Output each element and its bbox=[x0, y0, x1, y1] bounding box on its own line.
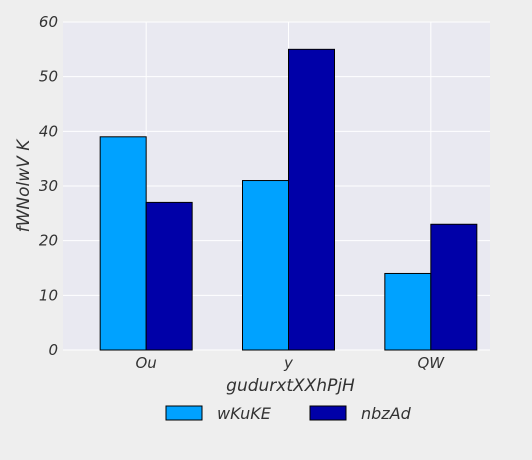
x-tick-label: y bbox=[283, 354, 294, 372]
legend-label-nbzAd: nbzAd bbox=[361, 404, 412, 423]
bar-wKuKE-y bbox=[242, 180, 289, 351]
y-tick-label: 0 bbox=[48, 341, 58, 359]
y-tick-label: 20 bbox=[39, 232, 58, 250]
bar-wKuKE-QW bbox=[384, 272, 432, 351]
bar-nbzAd-QW bbox=[430, 223, 478, 351]
x-tick-label: Ou bbox=[136, 354, 157, 372]
bar-wKuKE-Ou bbox=[99, 136, 147, 351]
legend-swatch-nbzAd bbox=[309, 405, 347, 421]
legend-swatch-wKuKE bbox=[165, 405, 203, 421]
y-tick-labels: 0 10 20 30 40 50 60 bbox=[39, 13, 58, 359]
y-tick-label: 10 bbox=[39, 286, 58, 304]
x-axis-label: gudurxtXXhPjH bbox=[226, 376, 355, 396]
bar-nbzAd-y bbox=[288, 48, 335, 351]
y-tick-label: 40 bbox=[39, 122, 58, 140]
x-tick-labels: Ou y QW bbox=[136, 354, 446, 372]
legend-label-wKuKE: wKuKE bbox=[217, 404, 272, 423]
x-tick-label: QW bbox=[418, 354, 446, 372]
y-tick-label: 60 bbox=[39, 13, 58, 31]
y-tick-label: 50 bbox=[39, 68, 58, 86]
bars bbox=[99, 48, 478, 351]
bar-nbzAd-Ou bbox=[145, 201, 193, 351]
y-axis-label: fWNolwV K bbox=[14, 138, 34, 233]
legend: wKuKE nbzAd bbox=[165, 404, 412, 423]
y-tick-label: 30 bbox=[39, 177, 58, 195]
